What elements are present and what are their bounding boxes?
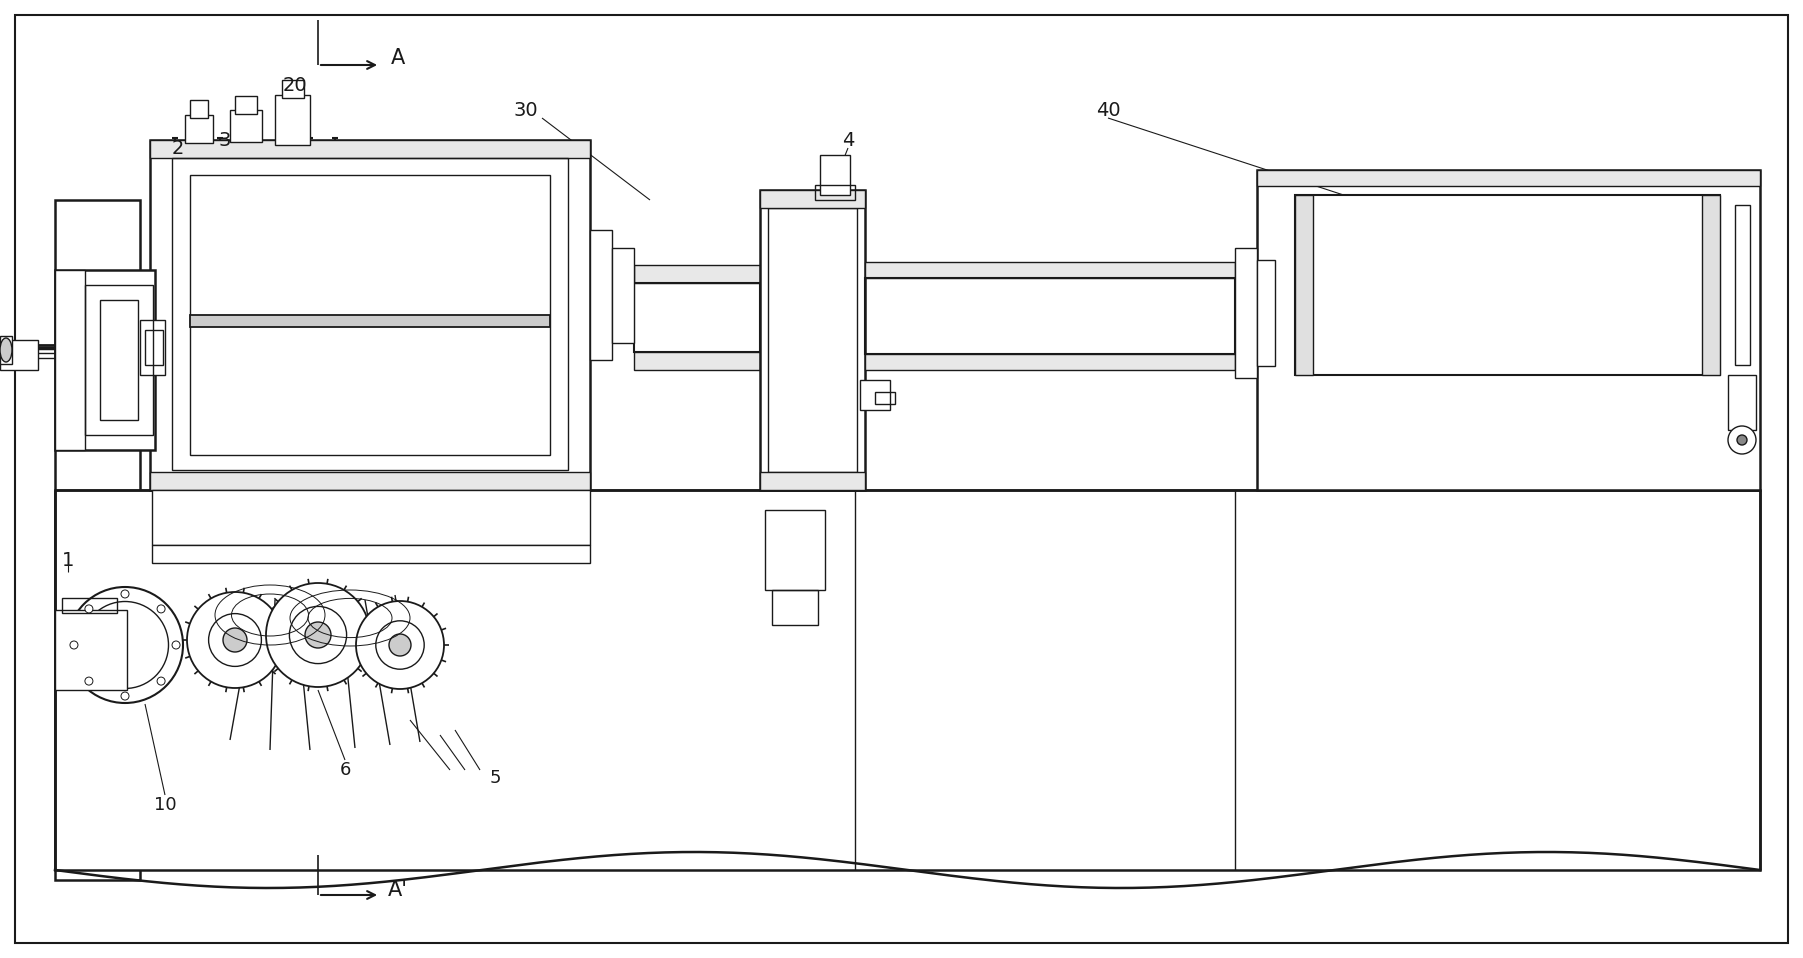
Circle shape <box>389 634 411 656</box>
Bar <box>1702 195 1720 375</box>
Bar <box>141 320 166 375</box>
Bar <box>761 472 865 490</box>
Bar <box>764 510 826 590</box>
Text: 4: 4 <box>842 130 855 149</box>
Bar <box>281 80 305 98</box>
Ellipse shape <box>0 338 13 362</box>
Text: 10: 10 <box>153 796 177 814</box>
Bar <box>151 545 590 563</box>
Bar <box>820 155 849 195</box>
Bar <box>56 270 85 450</box>
Circle shape <box>1736 435 1747 445</box>
Bar <box>0 340 38 370</box>
Bar <box>635 283 761 352</box>
Bar <box>1257 260 1275 366</box>
Text: 5: 5 <box>489 769 501 787</box>
Circle shape <box>267 583 370 687</box>
Bar <box>1257 170 1760 186</box>
Bar <box>150 140 590 490</box>
Bar <box>150 140 590 158</box>
Bar <box>61 598 117 613</box>
Bar <box>1235 248 1257 378</box>
Bar <box>1295 195 1720 375</box>
Bar <box>144 330 162 365</box>
Text: 3: 3 <box>218 130 231 149</box>
Bar <box>276 95 310 145</box>
Bar <box>761 190 865 208</box>
Circle shape <box>85 677 94 685</box>
Bar <box>635 265 761 283</box>
Bar <box>150 472 590 490</box>
Bar <box>171 158 568 470</box>
Text: 20: 20 <box>283 76 307 95</box>
Circle shape <box>157 677 166 685</box>
Circle shape <box>81 602 168 689</box>
Circle shape <box>70 641 78 649</box>
Text: A: A <box>391 48 406 68</box>
Circle shape <box>157 604 166 613</box>
Bar <box>151 490 590 545</box>
Bar <box>815 185 855 200</box>
Bar <box>56 490 1760 870</box>
Bar <box>1727 375 1756 430</box>
Bar <box>1295 195 1313 375</box>
Bar <box>231 110 261 142</box>
Bar <box>85 285 153 435</box>
Bar <box>860 380 891 410</box>
Circle shape <box>1727 426 1756 454</box>
Bar <box>874 392 894 404</box>
Bar <box>865 262 1235 278</box>
Bar <box>0 336 13 364</box>
Bar <box>590 230 611 360</box>
Circle shape <box>188 592 283 688</box>
Circle shape <box>171 641 180 649</box>
Circle shape <box>224 628 247 652</box>
Bar <box>189 315 550 327</box>
Bar <box>611 248 635 343</box>
Text: 6: 6 <box>339 761 352 779</box>
Text: 2: 2 <box>171 139 184 157</box>
Bar <box>761 190 865 490</box>
Circle shape <box>85 604 94 613</box>
Text: 40: 40 <box>1096 101 1120 120</box>
Bar <box>189 175 550 455</box>
Bar <box>99 300 139 420</box>
Bar <box>1734 205 1751 365</box>
Circle shape <box>67 587 182 703</box>
Circle shape <box>355 601 444 689</box>
Bar <box>56 270 155 450</box>
Bar <box>189 100 207 118</box>
Circle shape <box>121 692 130 700</box>
Bar <box>56 200 141 880</box>
Bar <box>635 352 761 370</box>
Bar <box>1257 170 1760 490</box>
Bar <box>186 115 213 143</box>
Bar <box>865 354 1235 370</box>
Bar <box>772 590 819 625</box>
Text: 30: 30 <box>514 101 539 120</box>
Circle shape <box>375 621 424 670</box>
Bar <box>768 208 856 472</box>
Circle shape <box>305 622 332 648</box>
Bar <box>865 278 1235 354</box>
Bar <box>56 610 126 690</box>
Circle shape <box>121 590 130 598</box>
Circle shape <box>290 606 346 664</box>
Bar <box>234 96 258 114</box>
Circle shape <box>209 614 261 667</box>
Text: A': A' <box>388 880 407 900</box>
Text: 1: 1 <box>61 551 74 569</box>
